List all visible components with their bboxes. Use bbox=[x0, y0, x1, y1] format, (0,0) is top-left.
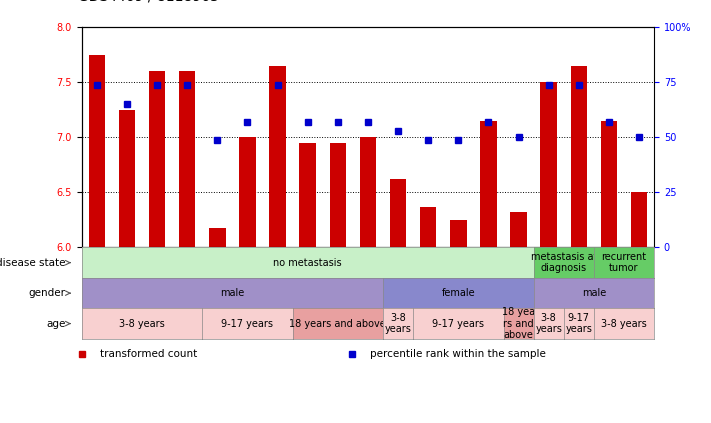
Text: 18 years and above: 18 years and above bbox=[289, 319, 386, 329]
Bar bbox=[179, 71, 196, 247]
Bar bbox=[390, 179, 407, 247]
Bar bbox=[601, 121, 617, 247]
Text: recurrent
tumor: recurrent tumor bbox=[602, 252, 646, 274]
Bar bbox=[89, 55, 105, 247]
Text: 18 yea
rs and
above: 18 yea rs and above bbox=[502, 307, 535, 340]
Text: male: male bbox=[582, 288, 606, 298]
Text: 9-17 years: 9-17 years bbox=[432, 319, 484, 329]
Text: male: male bbox=[220, 288, 245, 298]
Bar bbox=[540, 82, 557, 247]
Bar bbox=[360, 137, 376, 247]
Bar bbox=[329, 143, 346, 247]
Text: age: age bbox=[46, 319, 65, 329]
Bar bbox=[480, 121, 497, 247]
Bar bbox=[420, 207, 437, 247]
Bar bbox=[119, 110, 135, 247]
Bar bbox=[209, 228, 225, 247]
Bar bbox=[631, 192, 647, 247]
Text: percentile rank within the sample: percentile rank within the sample bbox=[370, 349, 545, 359]
Bar bbox=[510, 212, 527, 247]
Text: gender: gender bbox=[28, 288, 65, 298]
Text: 3-8
years: 3-8 years bbox=[535, 313, 562, 335]
Text: no metastasis: no metastasis bbox=[274, 258, 342, 268]
Text: metastasis at
diagnosis: metastasis at diagnosis bbox=[530, 252, 597, 274]
Text: 3-8 years: 3-8 years bbox=[119, 319, 165, 329]
Text: 9-17 years: 9-17 years bbox=[221, 319, 274, 329]
Bar bbox=[239, 137, 256, 247]
Text: GDS4469 / 8118963: GDS4469 / 8118963 bbox=[78, 0, 219, 3]
Bar bbox=[269, 66, 286, 247]
Text: disease state: disease state bbox=[0, 258, 65, 268]
Text: 9-17
years: 9-17 years bbox=[565, 313, 592, 335]
Text: 3-8
years: 3-8 years bbox=[385, 313, 412, 335]
Bar bbox=[149, 71, 166, 247]
Bar bbox=[299, 143, 316, 247]
Text: female: female bbox=[442, 288, 475, 298]
Text: transformed count: transformed count bbox=[100, 349, 197, 359]
Bar bbox=[450, 220, 466, 247]
Text: 3-8 years: 3-8 years bbox=[601, 319, 647, 329]
Bar bbox=[570, 66, 587, 247]
